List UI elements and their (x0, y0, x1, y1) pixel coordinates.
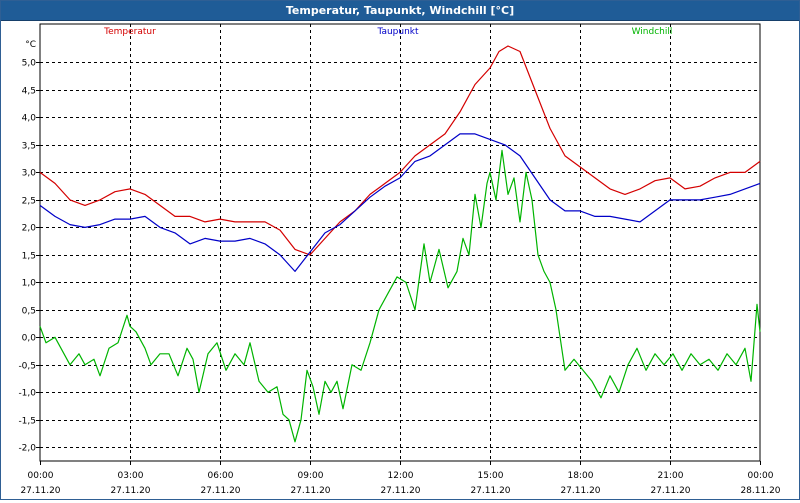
series-line-windchill (39, 149, 761, 443)
legend-windchill: Windchill (632, 27, 673, 37)
x-tick-time-label: 06:00 (208, 471, 234, 481)
y-tick-label: 2,5 (22, 197, 36, 207)
y-tick-label: 1,0 (22, 279, 37, 289)
legend: Temperatur Taupunkt Windchill (103, 27, 672, 37)
axes: -2,0 -1,5 -1,0 -0,5 0,0 0,5 1,0 1,5 2,0 2,5 3,0 3,5… (18, 23, 781, 496)
x-tick-date-label: 27.11.20 (290, 486, 330, 496)
y-tick-label: 0,0 (22, 334, 37, 344)
series-line-taupunkt (39, 133, 761, 272)
grid (40, 24, 760, 461)
y-tick-label: -1,5 (18, 417, 36, 427)
x-tick-date-label: 28.11.20 (740, 486, 780, 496)
y-axis-label: °C (25, 40, 36, 50)
x-tick-date-label: 27.11.20 (110, 486, 150, 496)
legend-taupunkt: Taupunkt (376, 27, 419, 37)
x-tick-time-label: 18:00 (568, 471, 594, 481)
y-tick-label: -2,0 (18, 444, 36, 454)
x-tick-time-label: 15:00 (478, 471, 504, 481)
y-tick-label: 5,0 (22, 59, 37, 69)
y-tick-label: -1,0 (18, 389, 36, 399)
x-tick-date-label: 27.11.20 (470, 486, 510, 496)
y-tick-label: 1,5 (22, 252, 36, 262)
series-lines (39, 45, 761, 443)
y-tick-label: 4,0 (22, 114, 37, 124)
x-tick-date-label: 27.11.20 (20, 486, 60, 496)
x-tick-time-label: 09:00 (298, 471, 324, 481)
legend-temperatur: Temperatur (103, 27, 156, 37)
x-tick-date-label: 27.11.20 (380, 486, 420, 496)
x-tick-date-label: 27.11.20 (200, 486, 240, 496)
x-tick-time-label: 21:00 (658, 471, 684, 481)
y-tick-label: -0,5 (18, 362, 36, 372)
y-tick-label: 2,0 (22, 224, 37, 234)
y-tick-label: 3,0 (22, 169, 37, 179)
line-chart: -2,0 -1,5 -1,0 -0,5 0,0 0,5 1,0 1,5 2,0 2,5 3,0 3,5… (18, 23, 781, 496)
x-tick-time-label: 12:00 (388, 471, 414, 481)
y-tick-label: 0,5 (22, 307, 36, 317)
window-title: Temperatur, Taupunkt, Windchill [°C] (1, 1, 799, 21)
chart-area: -2,0 -1,5 -1,0 -0,5 0,0 0,5 1,0 1,5 2,0 2,5 3,0 3,5… (1, 21, 799, 499)
y-tick-label: 4,5 (22, 87, 36, 97)
x-tick-time-label: 00:00 (28, 471, 54, 481)
y-tick-label: 3,5 (22, 142, 36, 152)
x-tick-date-label: 27.11.20 (560, 486, 600, 496)
x-tick-time-label: 03:00 (118, 471, 144, 481)
series-line-temperatur (39, 45, 761, 256)
x-tick-time-label: 00:00 (748, 471, 774, 481)
x-tick-date-label: 27.11.20 (650, 486, 690, 496)
